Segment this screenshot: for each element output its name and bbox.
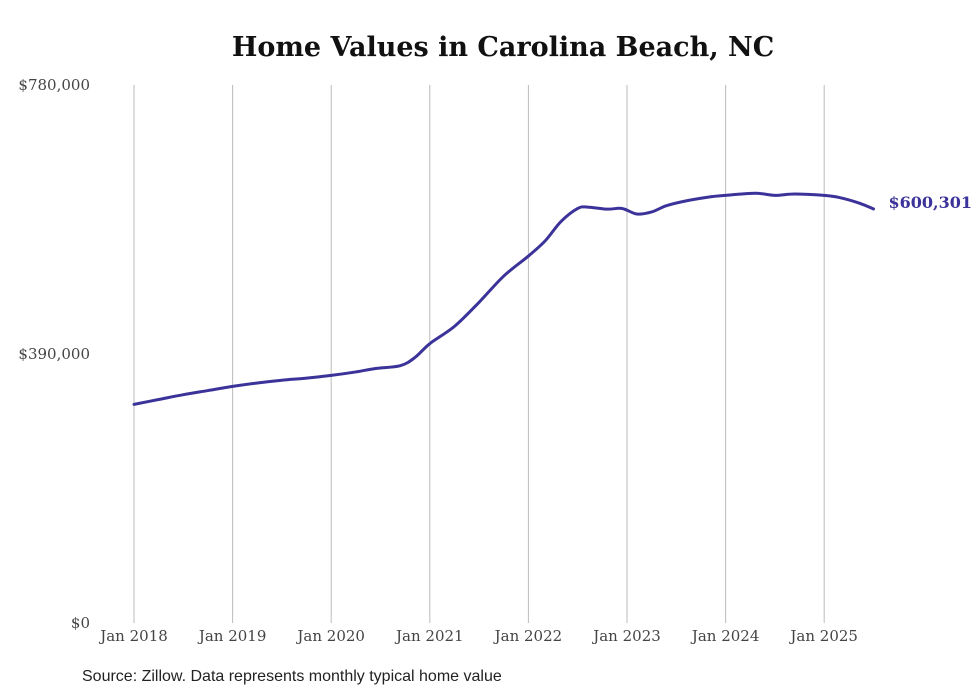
x-tick-label: Jan 2024 <box>690 627 760 645</box>
chart-title: Home Values in Carolina Beach, NC <box>231 32 775 63</box>
y-tick-label: $0 <box>71 614 90 632</box>
x-tick-label: Jan 2019 <box>197 627 267 645</box>
series-line <box>132 191 875 406</box>
x-tick-label: Jan 2023 <box>591 627 661 645</box>
y-tick-label: $390,000 <box>18 345 90 363</box>
x-tick-label: Jan 2018 <box>98 627 168 645</box>
source-note: Source: Zillow. Data represents monthly … <box>82 668 502 685</box>
x-tick-label: Jan 2021 <box>394 627 464 645</box>
x-tick-label: Jan 2022 <box>493 627 563 645</box>
x-tick-label: Jan 2020 <box>295 627 365 645</box>
x-tick-label: Jan 2025 <box>788 627 858 645</box>
y-tick-label: $780,000 <box>18 76 90 94</box>
end-value-label: $600,301 <box>889 193 973 212</box>
